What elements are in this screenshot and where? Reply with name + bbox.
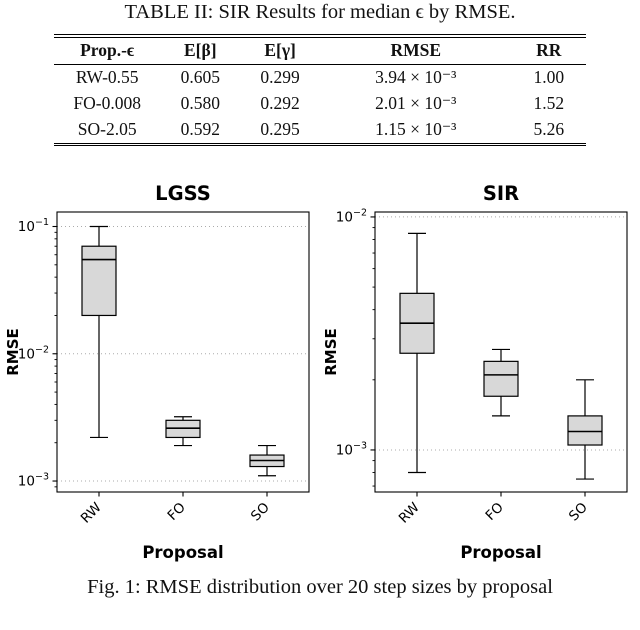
table-cell: 0.580 [180,93,220,113]
x-axis-label: Proposal [460,543,541,562]
table-cell: SO-2.05 [77,119,137,139]
y-tick-label: 10−2 [18,344,49,362]
chart-title: LGSS [155,182,211,205]
table-cell: RW-0.55 [75,67,139,87]
col-header: E[β] [184,40,217,60]
table-cell: 0.292 [260,93,300,113]
x-tick-label: RW [396,500,423,527]
table-row: SO-2.05 0.592 0.295 1.15 × 10⁻³ 5.26 [54,117,586,144]
table-cell: 0.295 [260,119,300,139]
x-tick-label: RW [78,500,105,527]
table-cell: 0.605 [180,67,220,87]
x-tick-label: SO [248,500,273,525]
table-caption: TABLE II: SIR Results for median ϵ by RM… [124,1,516,23]
chart-panel-lgss: 10−3 10−2 10−1 RW FO SO LGSS RMSE Proposal [5,174,317,576]
table-row: RW-0.55 0.605 0.299 3.94 × 10⁻³ 1.00 [54,64,586,91]
results-table-wrap: Prop.-ϵ E[β] E[γ] RMSE RR RW-0.55 0.605 0.299 3… [54,34,586,146]
table-cell: 2.01 × 10⁻³ [375,93,457,113]
col-header: RR [536,40,562,60]
col-header: RMSE [390,40,442,60]
col-header: Prop.-ϵ [80,40,135,60]
col-header: E[γ] [264,40,296,60]
y-axis-label: RMSE [323,328,340,376]
table-cell: 1.52 [533,93,565,113]
box [483,360,519,397]
y-tick-label: 10−1 [18,217,49,235]
results-table-head: Prop.-ϵ E[β] E[γ] RMSE RR [54,37,586,64]
x-tick-label: SO [566,500,591,525]
results-table: Prop.-ϵ E[β] E[γ] RMSE RR RW-0.55 0.605 0.299 3… [54,36,586,144]
table-cell: 5.26 [533,119,565,139]
table-cell: 3.94 × 10⁻³ [375,67,457,87]
x-axis-label: Proposal [142,543,223,562]
figure-row: 10−3 10−2 10−1 RW FO SO LGSS RMSE Proposal 10−3 1… [0,174,640,576]
header-row: Prop.-ϵ E[β] E[γ] RMSE RR [54,37,586,64]
chart-title: SIR [483,182,519,205]
box [567,415,603,446]
figure-caption: Fig. 1: RMSE distribution over 20 step s… [87,576,553,598]
table-cell: 1.00 [533,67,565,87]
table-cell: FO-0.008 [73,93,141,113]
table-row: FO-0.008 0.580 0.292 2.01 × 10⁻³ 1.52 [54,91,586,117]
table-cell: 0.592 [180,119,220,139]
table-cell: 1.15 × 10⁻³ [375,119,457,139]
y-tick-label: 10−3 [336,440,367,458]
x-tick-label: FO [164,500,188,524]
boxplot-sir: 10−3 10−2 RW FO SO SIR RMSE Proposal [323,182,628,562]
y-tick-label: 10−2 [336,207,367,225]
boxplot-lgss: 10−3 10−2 10−1 RW FO SO LGSS RMSE Proposal [5,182,310,562]
box [81,245,117,317]
chart-panel-sir: 10−3 10−2 RW FO SO SIR RMSE Proposal [323,174,635,576]
y-axis-label: RMSE [5,328,22,376]
x-tick-label: FO [482,500,506,524]
results-table-body: RW-0.55 0.605 0.299 3.94 × 10⁻³ 1.00 FO-0.008… [54,64,586,143]
y-tick-label: 10−3 [18,472,49,490]
table-cell: 0.299 [260,67,300,87]
